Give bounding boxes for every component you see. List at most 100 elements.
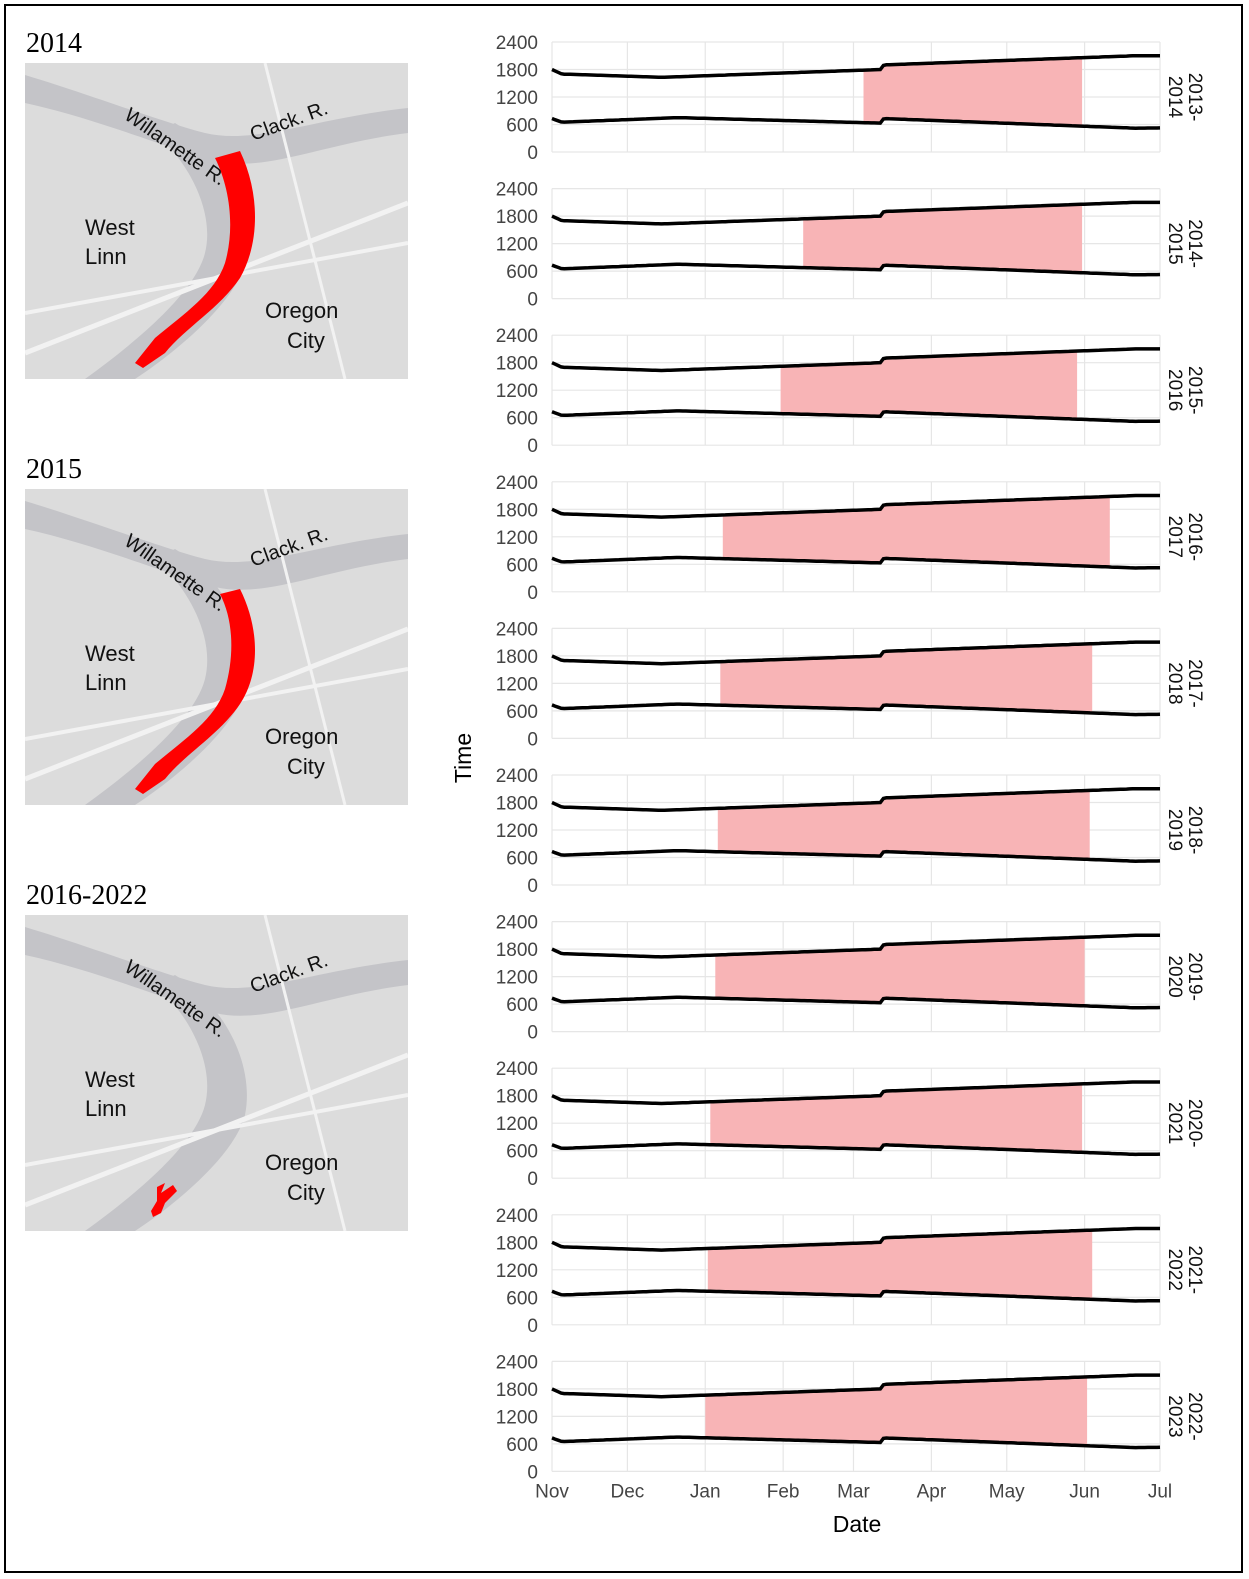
facet-label: 2018-2019 xyxy=(1164,806,1205,855)
sunrise-line xyxy=(551,1288,1161,1303)
figure-frame xyxy=(4,4,1243,1573)
y-tick-label: 2400 xyxy=(496,913,538,934)
map-year-label: 2014 xyxy=(26,28,82,59)
y-tick-label: 1800 xyxy=(496,794,538,815)
sunset-line xyxy=(551,347,1160,373)
panel: 0 600 1200 1800 2400 2017-2018 xyxy=(496,619,1205,750)
y-tick-label: 1800 xyxy=(496,207,538,228)
willamette-river xyxy=(85,549,247,805)
oregon-city-label-1: Oregon xyxy=(265,1150,338,1175)
y-tick-label: 0 xyxy=(527,729,538,750)
closure-window xyxy=(717,790,1090,860)
x-axis: Nov Dec Jan Feb Mar Apr May Jun Jul xyxy=(535,1481,1172,1502)
y-tick-label: 2400 xyxy=(496,33,538,54)
panel: 0 600 1200 1800 2400 2019-2020 xyxy=(496,913,1205,1044)
west-linn-label-1: West xyxy=(85,1067,135,1092)
sunrise-line xyxy=(551,848,1161,863)
closure-area xyxy=(135,151,255,368)
y-tick-label: 1800 xyxy=(496,500,538,521)
y-tick-label: 0 xyxy=(527,876,538,897)
west-linn-label-1: West xyxy=(85,641,135,666)
oregon-city-label-1: Oregon xyxy=(265,298,338,323)
oregon-city-label-2: City xyxy=(287,754,325,779)
y-tick-label: 1800 xyxy=(496,61,538,82)
sunset-line xyxy=(551,200,1160,226)
oregon-city-label-1: Oregon xyxy=(265,724,338,749)
y-tick-label: 600 xyxy=(506,409,538,430)
y-tick-label: 0 xyxy=(527,143,538,164)
west-linn-label-2: Linn xyxy=(85,244,127,269)
y-tick-label: 1200 xyxy=(496,235,538,256)
sunset-line xyxy=(551,1226,1160,1252)
panel: 0 600 1200 1800 2400 2021-2022 xyxy=(496,1206,1205,1337)
y-tick-label: 600 xyxy=(506,262,538,283)
y-tick-label: 1200 xyxy=(496,1261,538,1282)
road xyxy=(25,241,408,315)
y-tick-label: 600 xyxy=(506,1435,538,1456)
sunrise-line xyxy=(551,262,1161,277)
y-tick-label: 600 xyxy=(506,555,538,576)
closure-window xyxy=(863,57,1083,127)
y-tick-label: 2400 xyxy=(496,1206,538,1227)
sunset-line xyxy=(551,787,1160,813)
sunrise-line xyxy=(551,995,1161,1010)
panel: 0 600 1200 1800 2400 2018-2019 xyxy=(496,766,1205,897)
sunset-line xyxy=(551,1080,1160,1106)
closure-window xyxy=(705,1376,1088,1446)
chart-panels: 0 600 1200 1800 2400 2013-2014 0 600 1200 1800 240… xyxy=(496,33,1205,1483)
panel: 0 600 1200 1800 2400 2015-2016 xyxy=(496,326,1205,457)
y-tick-label: 600 xyxy=(506,116,538,137)
road xyxy=(263,63,347,379)
closure-area xyxy=(151,1183,177,1217)
road xyxy=(263,915,347,1231)
clackamas-river xyxy=(25,927,408,1016)
y-tick-label: 2400 xyxy=(496,766,538,787)
west-linn-label-2: Linn xyxy=(85,1096,127,1121)
x-tick-label: Feb xyxy=(767,1481,800,1502)
closure-window xyxy=(710,1083,1083,1153)
y-tick-label: 0 xyxy=(527,1316,538,1337)
closure-map: Willamette R. Clack. R. West Linn Oregon… xyxy=(25,489,408,805)
y-tick-label: 0 xyxy=(527,436,538,457)
closure-window xyxy=(780,351,1078,420)
sunrise-line xyxy=(551,409,1161,424)
y-tick-label: 0 xyxy=(527,583,538,604)
facet-label: 2014-2015 xyxy=(1164,219,1205,268)
sunrise-line xyxy=(551,115,1161,130)
clackamas-river xyxy=(25,75,408,164)
y-tick-label: 1800 xyxy=(496,354,538,375)
closure-area xyxy=(135,589,255,794)
willamette-river xyxy=(85,975,247,1231)
y-tick-label: 600 xyxy=(506,995,538,1016)
y-tick-label: 600 xyxy=(506,1288,538,1309)
x-tick-label: Jan xyxy=(690,1481,721,1502)
sunrise-line xyxy=(551,702,1161,717)
closure-window xyxy=(720,643,1093,713)
sunrise-line xyxy=(551,1142,1161,1157)
y-axis-title: Time xyxy=(450,733,476,783)
x-tick-label: Dec xyxy=(610,1481,644,1502)
y-tick-label: 2400 xyxy=(496,180,538,201)
facet-label: 2017-2018 xyxy=(1164,659,1205,708)
x-tick-label: Jun xyxy=(1069,1481,1100,1502)
y-tick-label: 600 xyxy=(506,849,538,870)
sunrise-line xyxy=(551,555,1161,570)
y-tick-label: 1800 xyxy=(496,1380,538,1401)
west-linn-label-1: West xyxy=(85,215,135,240)
panel: 0 600 1200 1800 2400 2020-2021 xyxy=(496,1059,1205,1190)
y-tick-label: 0 xyxy=(527,1462,538,1483)
y-tick-label: 1200 xyxy=(496,1114,538,1135)
y-tick-label: 1200 xyxy=(496,528,538,549)
y-tick-label: 1800 xyxy=(496,940,538,961)
sunset-line xyxy=(551,1373,1160,1399)
map-year-label: 2015 xyxy=(26,454,82,485)
x-tick-label: May xyxy=(989,1481,1025,1502)
west-linn-label-2: Linn xyxy=(85,670,127,695)
y-tick-label: 1800 xyxy=(496,1087,538,1108)
y-tick-label: 600 xyxy=(506,1142,538,1163)
sunset-line xyxy=(551,493,1160,519)
x-tick-label: Apr xyxy=(917,1481,947,1502)
closure-window xyxy=(722,496,1110,567)
x-tick-label: Nov xyxy=(535,1481,569,1502)
